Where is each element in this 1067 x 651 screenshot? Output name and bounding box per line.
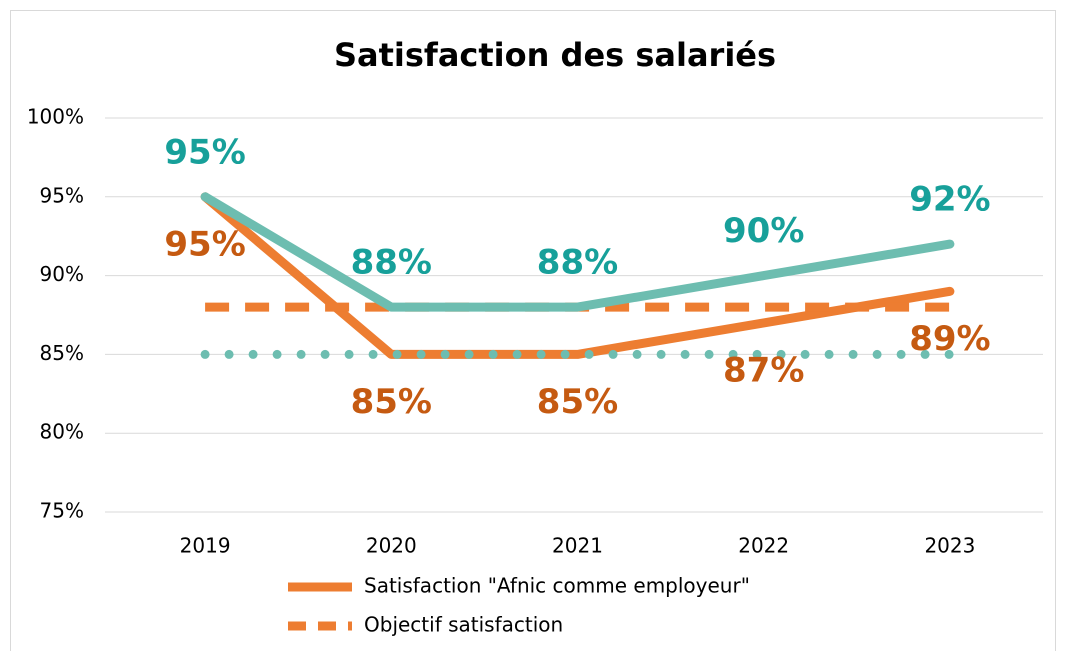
y-tick-label: 75% [40,499,84,523]
x-tick-label: 2021 [552,534,603,558]
data-label: 95% [164,224,245,264]
x-tick-label: 2020 [366,534,417,558]
x-tick-label: 2019 [180,534,231,558]
x-tick-label: 2022 [738,534,789,558]
y-tick-label: 100% [27,105,84,129]
data-label: 85% [351,382,432,422]
data-label: 90% [723,211,804,251]
data-label: 87% [723,350,804,390]
data-label: 92% [909,180,990,220]
legend-label: Objectif satisfaction [364,613,563,637]
chart-frame [10,10,1056,651]
legend-label: Satisfaction "Afnic comme employeur" [364,574,750,598]
data-label: 85% [537,382,618,422]
series-line [200,192,955,312]
y-tick-label: 90% [40,262,84,286]
x-tick-label: 2023 [924,534,975,558]
y-tick-label: 95% [40,183,84,207]
y-tick-label: 80% [40,420,84,444]
y-tick-label: 85% [40,341,84,365]
data-label: 95% [164,132,245,172]
data-label: 88% [537,243,618,283]
data-label: 88% [351,243,432,283]
data-label: 89% [909,319,990,359]
chart-title: Satisfaction des salariés [334,36,776,74]
series-line [200,192,955,359]
